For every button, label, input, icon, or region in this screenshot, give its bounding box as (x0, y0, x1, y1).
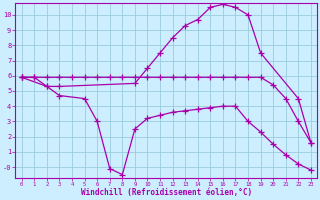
X-axis label: Windchill (Refroidissement éolien,°C): Windchill (Refroidissement éolien,°C) (81, 188, 252, 197)
